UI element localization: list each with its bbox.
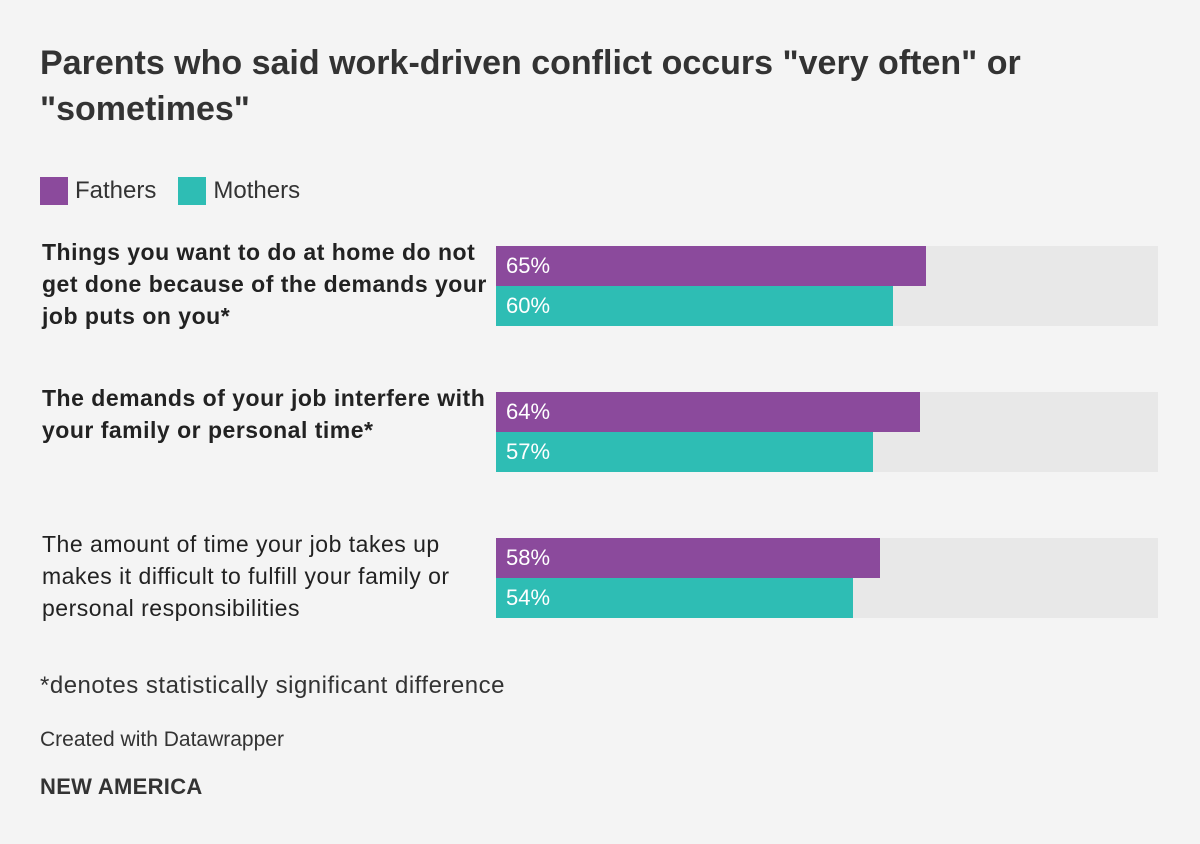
bar-value-label: 58%: [506, 545, 551, 570]
category-label: The amount of time your job takes up mak…: [42, 531, 450, 621]
legend-swatch-fathers: [40, 177, 68, 205]
category-label: The demands of your job interfere with y…: [42, 385, 486, 443]
category-label: Things you want to do at home do not get…: [42, 239, 487, 329]
bar-track: 64% 57%: [496, 392, 1158, 472]
chart-legend: Fathers Mothers: [40, 175, 322, 207]
chart-title: Parents who said work-driven conflict oc…: [40, 44, 1021, 128]
bar-track: 58% 54%: [496, 538, 1158, 618]
bar-fathers: [496, 538, 880, 578]
legend-label-mothers: Mothers: [213, 177, 301, 204]
bar-value-label: 60%: [506, 293, 551, 318]
legend-item-fathers: Fathers: [40, 177, 156, 205]
bar-value-label: 64%: [506, 399, 551, 424]
bar-value-label: 65%: [506, 253, 551, 278]
bar-value-label: 57%: [506, 439, 551, 464]
legend-item-mothers: Mothers: [178, 177, 300, 205]
footnote: *denotes statistically significant diffe…: [40, 672, 505, 699]
legend-swatch-mothers: [178, 177, 207, 205]
bar-mothers: [496, 432, 874, 472]
legend-label-fathers: Fathers: [75, 177, 157, 204]
bar-mothers: [496, 286, 894, 326]
bar-value-label: 54%: [506, 585, 551, 610]
bar-track: 65% 60%: [496, 246, 1158, 326]
bar-mothers: [496, 578, 854, 618]
bar-fathers: [496, 246, 927, 286]
bar-fathers: [496, 392, 920, 432]
publisher-logo: NEW AMERICA: [40, 774, 203, 799]
credit-line: Created with Datawrapper: [40, 728, 284, 751]
